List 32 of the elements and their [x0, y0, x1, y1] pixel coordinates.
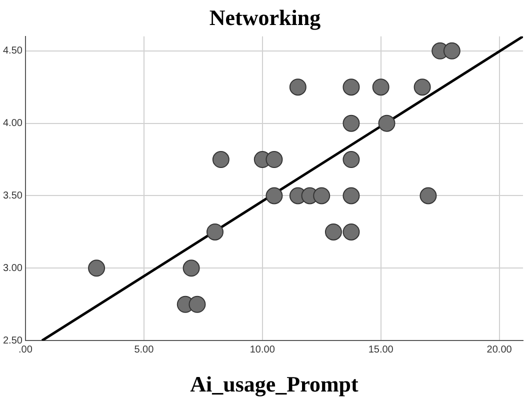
point — [372, 78, 390, 96]
point — [342, 78, 360, 96]
point — [212, 151, 230, 168]
x-tick-label: 15.00 — [368, 344, 394, 356]
point — [443, 42, 460, 60]
x-tick-label: 20.00 — [486, 344, 512, 356]
point — [188, 296, 206, 313]
point — [324, 223, 342, 240]
chart-title: Networking — [209, 4, 321, 30]
point — [342, 187, 360, 204]
point — [88, 260, 106, 277]
point — [313, 187, 330, 204]
x-tick-label: 5.00 — [134, 344, 154, 356]
y-tick-label: 3.00 — [2, 262, 23, 274]
point — [289, 78, 306, 96]
point — [266, 187, 283, 204]
x-tick-label: 10.00 — [250, 344, 276, 356]
x-tick-label: .00 — [18, 344, 33, 356]
x-axis-title: Ai_usage_Prompt — [190, 371, 360, 396]
y-tick-label: 4.50 — [2, 46, 23, 57]
y-tick-label: 2.50 — [2, 335, 23, 346]
point — [378, 114, 396, 132]
point — [182, 260, 200, 277]
point — [420, 187, 437, 204]
y-tick-label: 4.00 — [2, 118, 23, 130]
point — [342, 151, 360, 168]
point — [414, 78, 431, 96]
point — [206, 223, 224, 240]
y-tick-label: 3.50 — [2, 190, 23, 202]
point — [342, 114, 360, 132]
point — [266, 151, 283, 168]
point — [342, 223, 360, 240]
